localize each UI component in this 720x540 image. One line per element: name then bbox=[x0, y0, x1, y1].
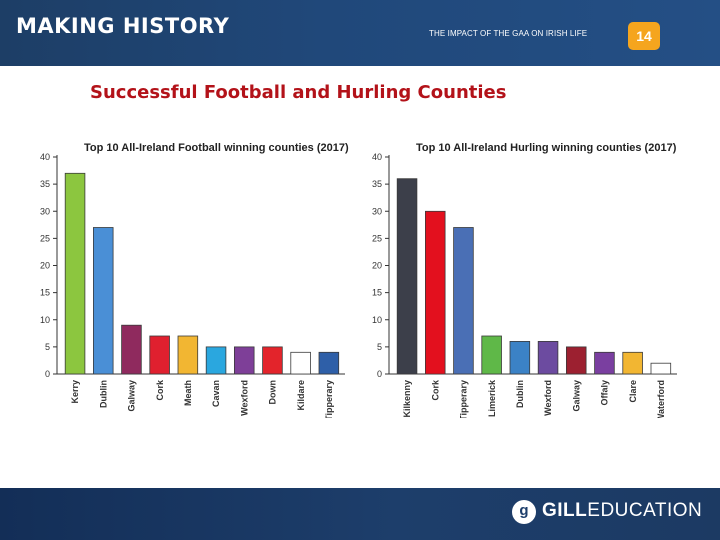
football-category-label: Cork bbox=[155, 379, 165, 400]
hurling-bar-waterford bbox=[650, 362, 672, 375]
hurling-y-tick-label: 10 bbox=[372, 315, 382, 325]
page-number-badge: 14 bbox=[628, 22, 660, 50]
football-category-label: Wexford bbox=[239, 380, 249, 416]
hurling-bar-offaly bbox=[594, 351, 615, 375]
football-bar-dublin bbox=[93, 227, 114, 375]
football-chart: Top 10 All-Ireland Football winning coun… bbox=[40, 142, 349, 421]
hurling-category-label: Limerick bbox=[487, 379, 497, 417]
hurling-y-tick-label: 40 bbox=[372, 152, 382, 162]
football-bar-kildare bbox=[290, 351, 311, 375]
football-y-tick-label: 40 bbox=[40, 152, 50, 162]
hurling-bar-wexford bbox=[537, 340, 559, 375]
hurling-bar-kilkenny bbox=[396, 178, 418, 375]
football-y-tick-label: 25 bbox=[40, 233, 50, 243]
football-category-label: Kerry bbox=[70, 380, 80, 404]
football-bar-tipperary bbox=[318, 351, 340, 375]
football-chart-container: Top 10 All-Ireland Football winning coun… bbox=[30, 133, 350, 421]
hurling-chart: Top 10 All-Ireland Hurling winning count… bbox=[372, 142, 677, 422]
hurling-category-label: Kilkenny bbox=[402, 380, 412, 418]
football-y-tick-label: 20 bbox=[40, 261, 50, 271]
hurling-bar-limerick bbox=[481, 335, 502, 375]
hurling-y-tick-label: 25 bbox=[372, 233, 382, 243]
football-y-tick-label: 0 bbox=[45, 369, 50, 379]
hurling-chart-title: Top 10 All-Ireland Hurling winning count… bbox=[416, 142, 677, 154]
header-bar: MAKING HISTORY THE IMPACT OF THE GAA ON … bbox=[0, 0, 720, 66]
hurling-y-tick-label: 35 bbox=[372, 179, 382, 189]
hurling-category-label: Offaly bbox=[600, 380, 610, 406]
hurling-y-tick-label: 30 bbox=[372, 206, 382, 216]
hurling-bar-tipperary bbox=[453, 227, 474, 375]
hurling-category-label: Dublin bbox=[515, 380, 525, 408]
football-y-tick-label: 10 bbox=[40, 315, 50, 325]
football-category-label: Galway bbox=[127, 380, 137, 412]
hurling-chart-container: Top 10 All-Ireland Hurling winning count… bbox=[362, 133, 682, 422]
football-chart-title: Top 10 All-Ireland Football winning coun… bbox=[84, 142, 349, 154]
hurling-y-tick-label: 20 bbox=[372, 261, 382, 271]
brand-bold: GILL bbox=[542, 500, 588, 521]
football-category-label: Kildare bbox=[296, 380, 306, 411]
football-bar-cork bbox=[149, 335, 170, 375]
football-category-label: Cavan bbox=[211, 380, 221, 407]
football-bar-cavan bbox=[205, 346, 227, 375]
hurling-category-label: Clare bbox=[628, 380, 638, 403]
football-category-label: Tipperary bbox=[324, 380, 334, 418]
football-y-tick-label: 35 bbox=[40, 179, 50, 189]
gill-logo-icon: g bbox=[512, 500, 536, 524]
hurling-category-label: Tipperary bbox=[459, 380, 469, 418]
brand-name: GILLEDUCATION bbox=[542, 500, 702, 522]
hurling-bar-galway bbox=[565, 346, 587, 375]
football-y-tick-label: 5 bbox=[45, 342, 50, 352]
hurling-y-tick-label: 15 bbox=[372, 288, 382, 298]
football-category-label: Down bbox=[268, 380, 278, 405]
footer-bar: g GILLEDUCATION bbox=[0, 488, 720, 540]
series-title: MAKING HISTORY bbox=[16, 14, 230, 38]
hurling-category-label: Waterford bbox=[656, 380, 666, 418]
hurling-y-tick-label: 5 bbox=[377, 342, 382, 352]
hurling-bar-cork bbox=[425, 210, 446, 375]
section-title: THE IMPACT OF THE GAA ON IRISH LIFE bbox=[429, 29, 588, 38]
hurling-category-label: Cork bbox=[430, 379, 440, 400]
football-category-label: Meath bbox=[183, 380, 193, 406]
hurling-category-label: Galway bbox=[571, 380, 581, 412]
slide-title: Successful Football and Hurling Counties bbox=[90, 82, 507, 103]
football-bar-meath bbox=[177, 335, 199, 375]
football-y-tick-label: 15 bbox=[40, 288, 50, 298]
hurling-bar-clare bbox=[622, 351, 643, 375]
hurling-category-label: Wexford bbox=[543, 380, 553, 416]
hurling-bar-dublin bbox=[509, 340, 531, 375]
brand-light: EDUCATION bbox=[587, 500, 703, 521]
football-category-label: Dublin bbox=[98, 380, 108, 408]
football-bar-wexford bbox=[233, 346, 255, 375]
football-bar-galway bbox=[121, 324, 142, 375]
football-bar-down bbox=[262, 346, 283, 375]
hurling-y-tick-label: 0 bbox=[377, 369, 382, 379]
football-bar-kerry bbox=[64, 172, 86, 375]
football-y-tick-label: 30 bbox=[40, 206, 50, 216]
